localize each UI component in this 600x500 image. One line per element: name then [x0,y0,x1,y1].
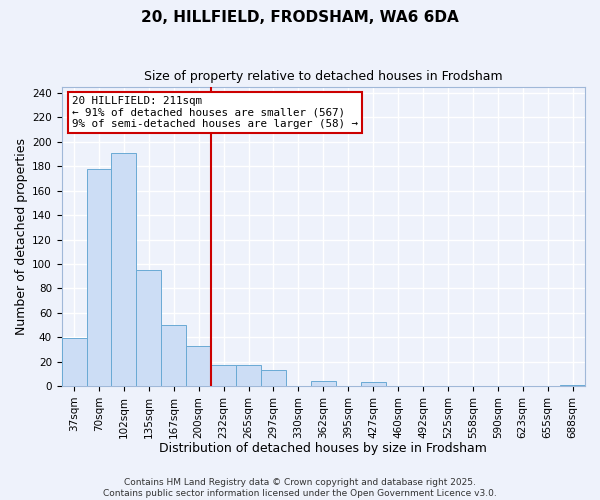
Bar [112,153,136,386]
Bar [560,385,585,386]
Bar [86,168,112,386]
Bar [136,270,161,386]
Bar [236,365,261,386]
Bar [161,325,186,386]
Text: 20 HILLFIELD: 211sqm
← 91% of detached houses are smaller (567)
9% of semi-detac: 20 HILLFIELD: 211sqm ← 91% of detached h… [72,96,358,129]
X-axis label: Distribution of detached houses by size in Frodsham: Distribution of detached houses by size … [160,442,487,455]
Y-axis label: Number of detached properties: Number of detached properties [15,138,28,335]
Bar [361,382,386,386]
Bar [261,370,286,386]
Bar [211,365,236,386]
Text: Contains HM Land Registry data © Crown copyright and database right 2025.
Contai: Contains HM Land Registry data © Crown c… [103,478,497,498]
Text: 20, HILLFIELD, FRODSHAM, WA6 6DA: 20, HILLFIELD, FRODSHAM, WA6 6DA [141,10,459,25]
Title: Size of property relative to detached houses in Frodsham: Size of property relative to detached ho… [144,70,503,83]
Bar [186,346,211,386]
Bar [311,381,336,386]
Bar [62,338,86,386]
